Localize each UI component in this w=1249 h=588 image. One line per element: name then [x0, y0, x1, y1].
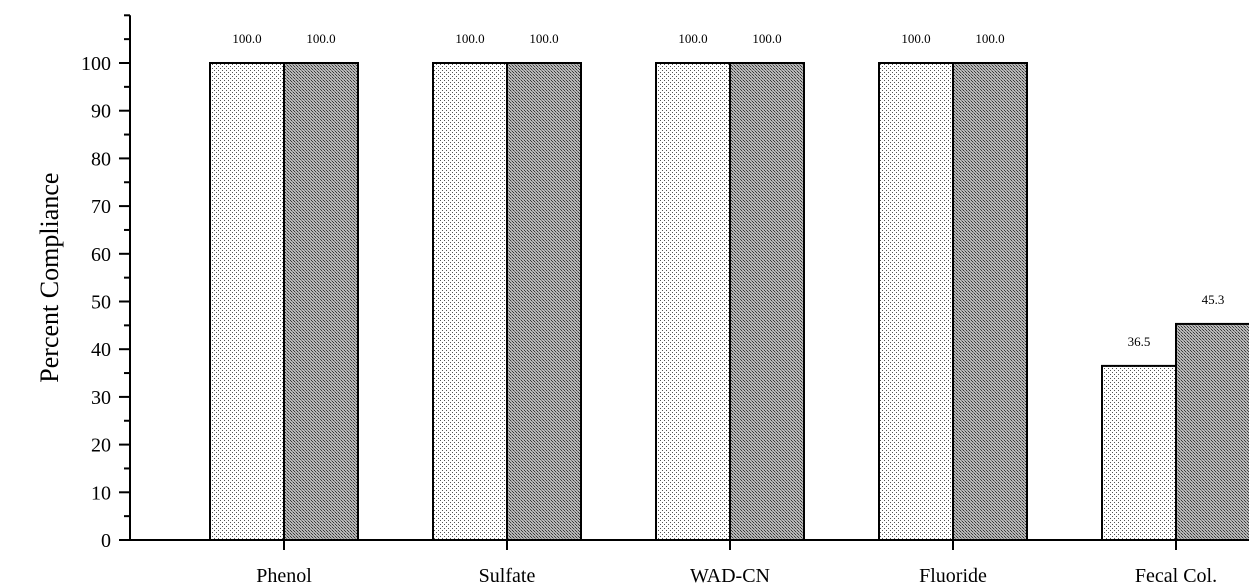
- bar: [952, 62, 1028, 541]
- y-tick-label: 90: [91, 101, 111, 123]
- bar: [283, 62, 359, 541]
- bars: [209, 62, 1249, 541]
- x-tick-label: Fluoride: [919, 565, 987, 587]
- y-axis-title: Percent Compliance: [35, 173, 64, 383]
- bar-value-label: 100.0: [678, 31, 707, 46]
- x-tick-label: WAD-CN: [690, 565, 770, 587]
- bar: [878, 62, 954, 541]
- bar-value-label: 36.5: [1128, 334, 1151, 349]
- y-tick-label: 60: [91, 244, 111, 266]
- bar: [209, 62, 285, 541]
- bar: [729, 62, 805, 541]
- x-tick-label: Phenol: [256, 565, 312, 587]
- data-labels: 100.0 100.0 100.0 100.0 36.5 100.0 100.0 100.0 1…: [232, 31, 1224, 349]
- y-tick-label: 50: [91, 292, 111, 314]
- bar-value-label: 100.0: [232, 31, 261, 46]
- bar: [1101, 364, 1177, 541]
- bar-value-label: 100.0: [306, 31, 335, 46]
- x-tick-label: Fecal Col.: [1135, 565, 1217, 587]
- bar-value-label: 100.0: [901, 31, 930, 46]
- bar: [655, 62, 731, 541]
- y-tick-label: 40: [91, 339, 111, 361]
- x-tick-label: Sulfate: [479, 565, 536, 587]
- y-tick-label: 20: [91, 435, 111, 457]
- y-axis-title-group: Percent Compliance: [35, 173, 64, 383]
- bar-value-label: 100.0: [529, 31, 558, 46]
- y-tick-label: 100: [81, 53, 111, 75]
- y-tick-label: 80: [91, 148, 111, 170]
- bar-value-label: 100.0: [455, 31, 484, 46]
- bar: [432, 62, 508, 541]
- bar: [1175, 322, 1249, 541]
- y-tick-label: 70: [91, 196, 111, 218]
- bar-value-label: 45.3: [1202, 292, 1225, 307]
- y-tick-label: 30: [91, 387, 111, 409]
- y-tick-label: 10: [91, 482, 111, 504]
- bar-value-label: 100.0: [752, 31, 781, 46]
- bar: [506, 62, 582, 541]
- y-tick-label: 0: [101, 530, 111, 552]
- bar-value-label: 100.0: [975, 31, 1004, 46]
